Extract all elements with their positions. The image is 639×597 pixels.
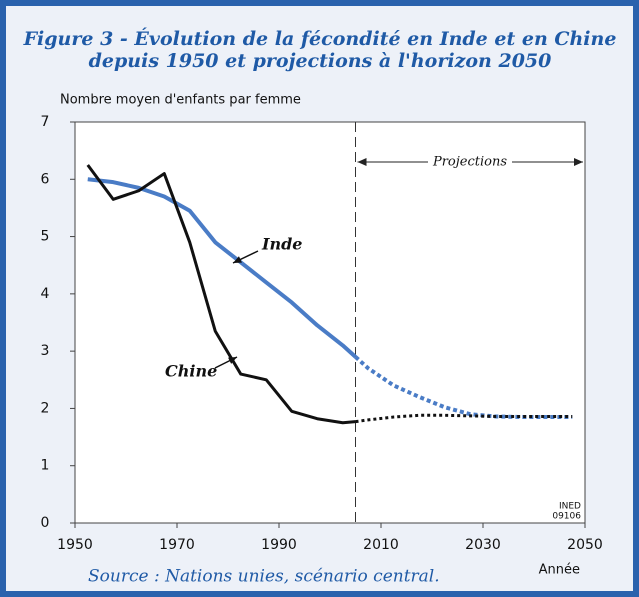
y-tick-label: 5 (41, 229, 50, 245)
x-tick-label: 1950 (57, 537, 93, 553)
plot-area (74, 121, 586, 524)
y-tick-label: 7 (41, 114, 50, 130)
y-tick-label: 3 (41, 343, 50, 359)
credit: INED (559, 502, 581, 512)
arrow-head (233, 256, 242, 263)
x-axis-label: Année (539, 563, 580, 578)
projection-label: Projections (432, 155, 507, 170)
x-tick-label: 1970 (159, 537, 195, 553)
credit: 09106 (552, 512, 581, 522)
x-tick-label: 2050 (567, 537, 603, 553)
x-tick-label: 2030 (465, 537, 501, 553)
chart-title: depuis 1950 et projections à l'horizon 2… (89, 50, 552, 72)
y-tick-label: 1 (41, 458, 50, 474)
legend-label: Inde (261, 235, 302, 254)
arrow-head (228, 357, 237, 364)
line-series (86, 164, 356, 425)
y-tick-label: 4 (41, 286, 50, 302)
y-tick-label: 0 (41, 515, 50, 531)
projection-line-series (355, 413, 573, 424)
arrow-head (574, 158, 583, 166)
legend-label: Chine (165, 362, 217, 381)
source: Source : Nations unies, scénario central… (88, 567, 440, 587)
y-tick-label: 2 (41, 400, 50, 416)
arrow-head (357, 158, 367, 166)
y-tick-label: 6 (41, 171, 50, 187)
y-axis-label: Nombre moyen d'enfants par femme (60, 93, 301, 108)
x-tick-label: 1990 (261, 537, 297, 553)
line-series (87, 177, 357, 359)
x-tick-label: 2010 (363, 537, 399, 553)
chart-title: Figure 3 - Évolution de la fécondité en … (23, 27, 617, 50)
